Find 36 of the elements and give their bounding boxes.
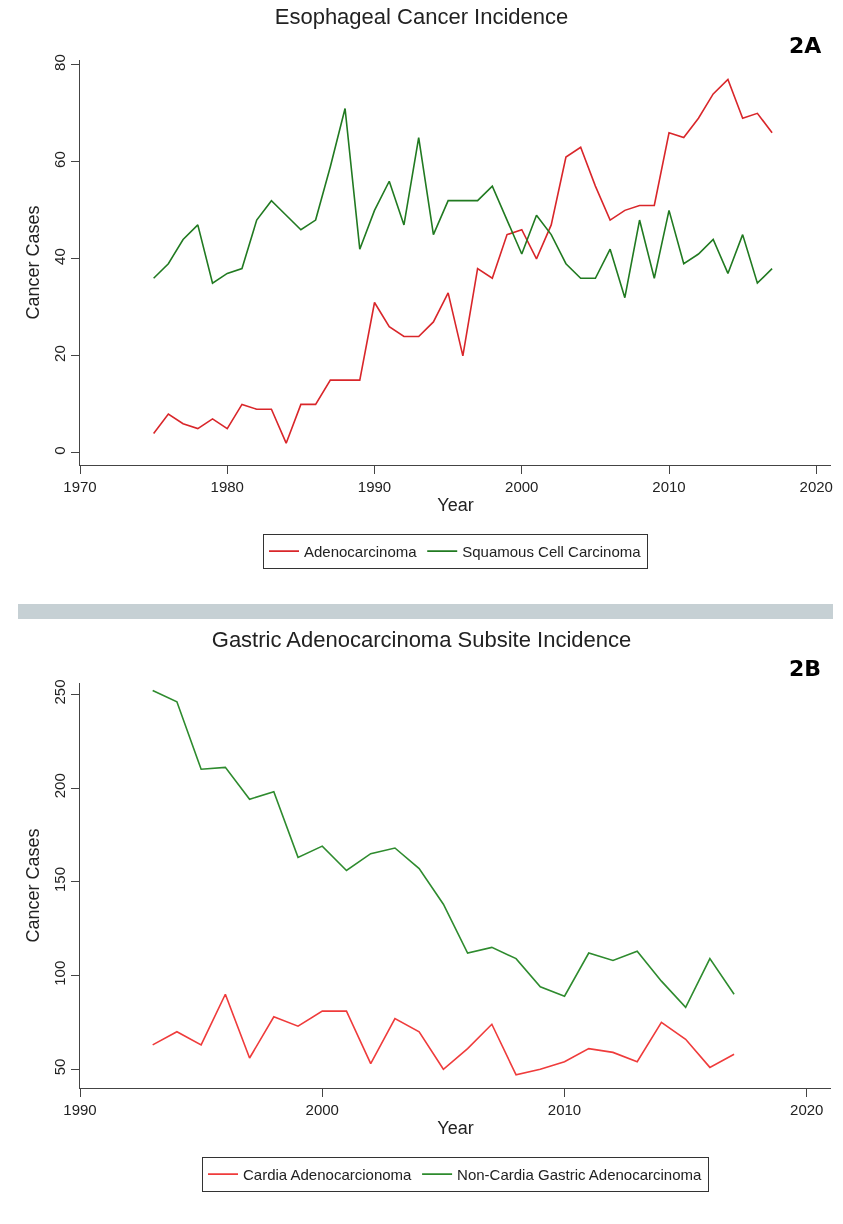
text: 2A	[789, 33, 822, 58]
x-tick-label: 2020	[790, 1101, 824, 1118]
text: 2B	[789, 656, 822, 681]
y-tick-label: 50	[51, 1058, 68, 1076]
legend-label: Cardia Adenocarcionoma	[243, 1165, 413, 1183]
x-tick-label: 2010	[547, 1101, 582, 1118]
y-tick-label: 60	[51, 151, 68, 168]
legend-label: Non-Cardia Gastric Adenocarcinoma	[457, 1165, 703, 1183]
line-series	[152, 107, 773, 299]
x-tick-label: 2000	[505, 478, 539, 495]
y-tick-label: 40	[51, 248, 68, 265]
y-tick-label: 150	[51, 866, 68, 893]
x-tick-label: 1990	[357, 478, 392, 495]
y-tick-label: 80	[51, 54, 68, 71]
y-tick-label: 20	[51, 345, 68, 362]
y-tick-label: 250	[51, 679, 68, 705]
x-tick-label: 2000	[305, 1101, 339, 1118]
line-series	[151, 993, 735, 1076]
x-tick-label: 1980	[210, 478, 244, 495]
x-axis-title: Year	[437, 495, 474, 516]
x-tick-label: 1970	[63, 478, 97, 495]
x-tick-label: 2010	[652, 478, 686, 495]
chart-title: Esophageal Cancer Incidence	[274, 4, 569, 30]
legend-label: Adenocarcinoma	[304, 542, 418, 560]
line-series	[151, 689, 735, 1009]
y-axis-title: Cancer Cases	[23, 205, 44, 320]
chart-title: Gastric Adenocarcinoma Subsite Incidence	[211, 627, 632, 653]
x-tick-label: 2020	[799, 478, 833, 495]
y-axis-title: Cancer Cases	[23, 828, 44, 943]
x-axis-title: Year	[437, 1118, 474, 1139]
y-tick-label: 200	[51, 773, 68, 799]
x-tick-label: 1990	[63, 1101, 97, 1118]
y-tick-label: 0	[51, 446, 68, 455]
line-series	[152, 78, 773, 444]
y-tick-label: 100	[51, 960, 68, 986]
legend-label: Squamous Cell Carcinoma	[462, 542, 642, 560]
